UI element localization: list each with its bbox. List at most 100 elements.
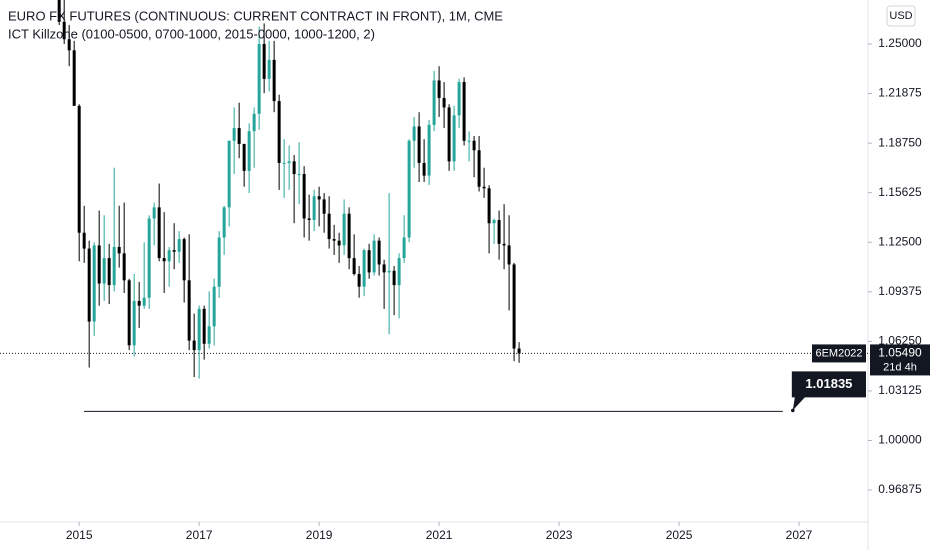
contract-badge [812, 344, 866, 363]
candle-body [247, 131, 251, 171]
candle-body [387, 270, 391, 273]
candle-body [467, 140, 471, 142]
candle-body [257, 43, 261, 114]
candle-body [237, 128, 241, 144]
candle-body [97, 245, 101, 284]
candle-body [282, 162, 286, 164]
price-callout [791, 371, 866, 411]
candle-body [187, 280, 191, 341]
candle-body [287, 161, 291, 163]
candle-body [267, 59, 271, 79]
y-tick-label: 0.96875 [878, 482, 922, 496]
x-tick-label: 2017 [186, 528, 213, 542]
candle-body [357, 273, 361, 287]
candle-body [202, 308, 206, 344]
candle-body [447, 107, 451, 162]
candle-body [337, 240, 341, 246]
candle-body [217, 237, 221, 287]
candle-body [152, 207, 156, 219]
candle-body [487, 188, 491, 224]
y-tick-label: 1.12500 [878, 234, 922, 248]
candle-body [222, 207, 226, 238]
candle-body [462, 82, 466, 141]
candle-body [67, 39, 71, 51]
candle-body [417, 126, 421, 163]
candle-body [347, 213, 351, 259]
candle-body [92, 245, 96, 322]
candle-body [352, 258, 356, 274]
candle-body [262, 43, 266, 79]
candle-body [162, 258, 166, 262]
callout-label: 1.01835 [805, 376, 852, 391]
candle-body [177, 239, 181, 252]
candle-body [422, 162, 426, 176]
x-tick-label: 2021 [426, 528, 453, 542]
candle-body [272, 59, 276, 102]
candle-body [72, 50, 76, 106]
candle-body [507, 245, 511, 265]
y-tick-label: 1.00000 [878, 433, 922, 447]
candle-body [292, 161, 296, 175]
plot-area [57, 0, 521, 379]
candle-body [327, 213, 331, 240]
candle-body [112, 247, 116, 286]
candle-body [377, 240, 381, 265]
candle-body [397, 258, 401, 286]
candle-body [197, 308, 201, 351]
candle-body [372, 240, 376, 273]
y-tick-label: 1.18750 [878, 135, 922, 149]
candle-body [62, 21, 66, 40]
last-price-badge [870, 344, 930, 376]
candle-body [182, 239, 186, 281]
candle-body [87, 248, 91, 322]
candle-body [192, 340, 196, 351]
candle-body [382, 264, 386, 273]
candle-body [302, 174, 306, 219]
candle-body [482, 186, 486, 189]
candle-body [297, 174, 301, 176]
candle-body [102, 258, 106, 284]
candle-body [137, 300, 141, 306]
y-tick-label: 1.06250 [878, 334, 922, 348]
candle-body [457, 82, 461, 116]
candle-body [392, 270, 396, 286]
candle-body [322, 199, 326, 214]
candle-body [497, 220, 501, 244]
candle-body [512, 264, 516, 349]
x-tick-label: 2015 [66, 528, 93, 542]
candle-body [132, 300, 136, 346]
candle-body [362, 250, 366, 287]
chart-title: EURO FX FUTURES (CONTINUOUS: CURRENT CON… [8, 8, 503, 23]
candle-body [342, 213, 346, 246]
candle-body [277, 101, 281, 163]
candle-body [307, 218, 311, 221]
x-tick-label: 2025 [666, 528, 693, 542]
candle-body [367, 250, 371, 273]
candle-body [427, 124, 431, 176]
candle-body [432, 80, 436, 125]
candle-body [157, 207, 161, 259]
candle-body [242, 143, 246, 171]
y-tick-label: 1.21875 [878, 86, 922, 100]
y-tick-label: 1.15625 [878, 185, 922, 199]
x-tick-label: 2019 [306, 528, 333, 542]
candle-body [232, 128, 236, 141]
candle-body [452, 115, 456, 162]
y-tick-label: 1.03125 [878, 383, 922, 397]
candle-body [212, 286, 216, 327]
countdown-label: 21d 4h [883, 361, 917, 373]
candle-body [252, 113, 256, 132]
contract-label: 6EM2022 [815, 347, 862, 359]
candle-body [167, 250, 171, 262]
currency-button[interactable] [886, 5, 916, 27]
currency-label[interactable]: USD [889, 10, 912, 22]
candle-body [207, 326, 211, 344]
candle-body [502, 243, 506, 246]
candle-body [517, 348, 521, 354]
candle-body [77, 105, 81, 233]
candle-body [117, 247, 121, 254]
candle-body [57, 0, 61, 22]
last-price-label: 1.05490 [878, 346, 922, 360]
candle-body [172, 250, 176, 252]
